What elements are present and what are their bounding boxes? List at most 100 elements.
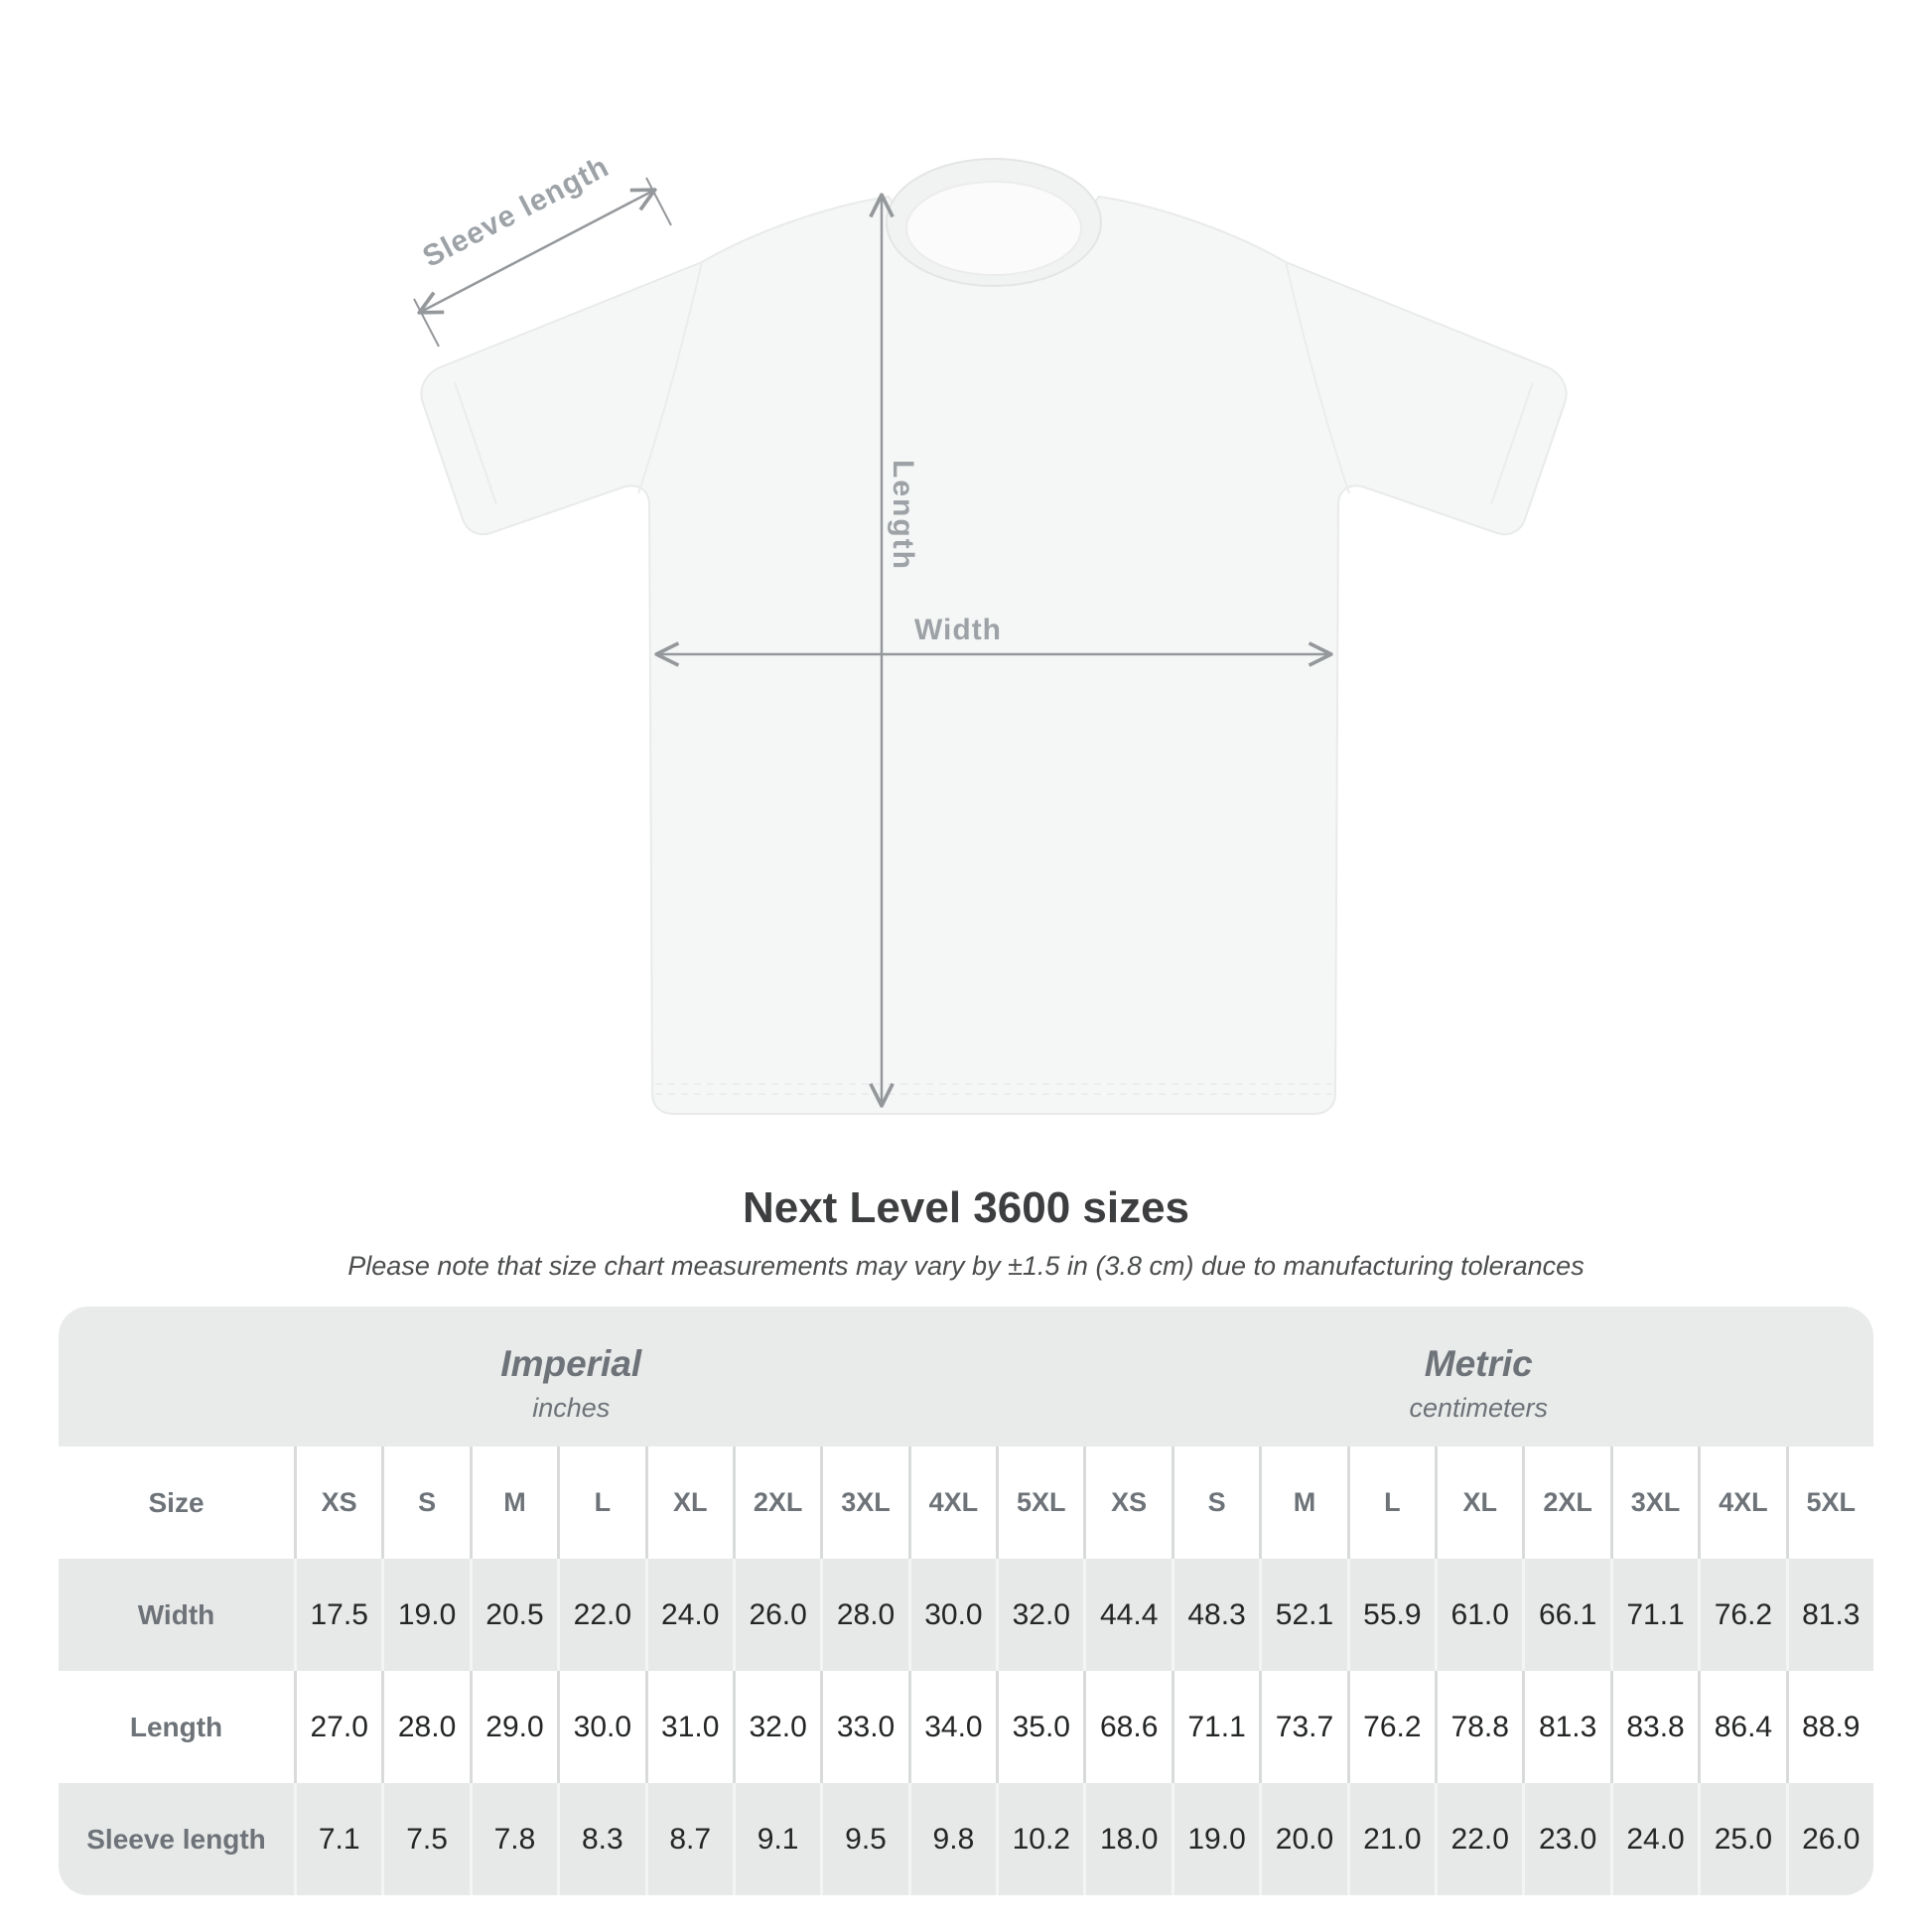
measurement-value: 78.8 xyxy=(1438,1671,1523,1783)
measurement-value: 8.7 xyxy=(647,1783,733,1895)
measurement-value: 19.0 xyxy=(1173,1783,1260,1895)
sleeve-arrow-tick-start xyxy=(413,298,440,347)
measurement-value: 71.1 xyxy=(1173,1671,1260,1783)
measurement-value: 9.8 xyxy=(910,1783,997,1895)
group-metric-label: Metric xyxy=(1424,1343,1533,1384)
measurement-value: 44.4 xyxy=(1086,1559,1172,1671)
size-column-header: S xyxy=(1173,1447,1260,1559)
measurement-value: 86.4 xyxy=(1701,1671,1786,1783)
measurement-value: 76.2 xyxy=(1349,1671,1436,1783)
measurement-value: 83.8 xyxy=(1612,1671,1699,1783)
measurement-value: 18.0 xyxy=(1086,1783,1172,1895)
measurement-value: 28.0 xyxy=(823,1559,908,1671)
size-column-header: 2XL xyxy=(1525,1447,1610,1559)
measurement-row: Length 27.0 28.0 29.0 30.0 31.0 32.0 33.0 34.0 35… xyxy=(59,1671,1873,1783)
measurement-value: 32.0 xyxy=(735,1671,821,1783)
measurement-value: 7.1 xyxy=(297,1783,382,1895)
dimension-arrows xyxy=(413,177,1329,1104)
measurement-value: 71.1 xyxy=(1612,1559,1699,1671)
measurement-value: 26.0 xyxy=(1788,1783,1873,1895)
size-column-header: S xyxy=(384,1447,470,1559)
sleeve-arrow-tick-end xyxy=(645,177,672,226)
measurement-value: 29.0 xyxy=(472,1671,558,1783)
measurement-value: 20.0 xyxy=(1262,1783,1347,1895)
table-group-header-row: Imperial inches Metric centimeters xyxy=(59,1307,1873,1447)
measurement-value: 25.0 xyxy=(1701,1783,1786,1895)
group-metric-unit: centimeters xyxy=(1409,1393,1549,1423)
measurement-value: 76.2 xyxy=(1701,1559,1786,1671)
measurement-value: 8.3 xyxy=(560,1783,645,1895)
size-column-header: M xyxy=(1262,1447,1347,1559)
measurement-value: 10.2 xyxy=(999,1783,1084,1895)
measurement-value: 68.6 xyxy=(1086,1671,1172,1783)
measurement-value: 22.0 xyxy=(560,1559,645,1671)
measurement-value: 33.0 xyxy=(823,1671,908,1783)
sleeve-length-arrow xyxy=(421,191,653,312)
measurement-value: 26.0 xyxy=(735,1559,821,1671)
size-column-header: 5XL xyxy=(1788,1447,1873,1559)
page-subtitle: Please note that size chart measurements… xyxy=(347,1251,1585,1281)
group-imperial-unit: inches xyxy=(532,1393,611,1423)
size-column-header: L xyxy=(1349,1447,1436,1559)
row-label: Length xyxy=(59,1671,294,1783)
page-title: Next Level 3600 sizes xyxy=(742,1183,1190,1232)
row-label: Sleeve length xyxy=(59,1783,294,1895)
size-column-header: L xyxy=(560,1447,645,1559)
measurement-value: 34.0 xyxy=(910,1671,997,1783)
measurement-value: 9.1 xyxy=(735,1783,821,1895)
length-label: Length xyxy=(887,460,919,571)
measurement-value: 17.5 xyxy=(297,1559,382,1671)
size-table-rows: Size XS S M L XL 2XL 3XL 4XL 5XL XS S M L XL 2XL 3XL 4XL 5… xyxy=(59,1447,1873,1895)
size-column-header: XL xyxy=(1438,1447,1523,1559)
size-column-header: M xyxy=(472,1447,558,1559)
measurement-value: 73.7 xyxy=(1262,1671,1347,1783)
size-header-row: Size XS S M L XL 2XL 3XL 4XL 5XL XS S M L XL 2XL 3XL 4XL 5… xyxy=(59,1447,1873,1559)
measurement-value: 22.0 xyxy=(1438,1783,1523,1895)
collar-inner xyxy=(905,181,1082,276)
measurement-value: 24.0 xyxy=(647,1559,733,1671)
measurement-value: 35.0 xyxy=(999,1671,1084,1783)
size-column-header: 3XL xyxy=(823,1447,908,1559)
measurement-value: 27.0 xyxy=(297,1671,382,1783)
measurement-value: 30.0 xyxy=(910,1559,997,1671)
size-corner-header: Size xyxy=(59,1447,294,1559)
group-imperial-label: Imperial xyxy=(500,1343,642,1384)
size-column-header: XS xyxy=(297,1447,382,1559)
measurement-value: 61.0 xyxy=(1438,1559,1523,1671)
measurement-value: 28.0 xyxy=(384,1671,470,1783)
size-column-header: 2XL xyxy=(735,1447,821,1559)
measurement-value: 55.9 xyxy=(1349,1559,1436,1671)
measurement-value: 24.0 xyxy=(1612,1783,1699,1895)
size-table: Imperial inches Metric centimeters Size X… xyxy=(59,1307,1873,1895)
measurement-value: 19.0 xyxy=(384,1559,470,1671)
measurement-value: 23.0 xyxy=(1525,1783,1610,1895)
measurement-value: 21.0 xyxy=(1349,1783,1436,1895)
measurement-value: 81.3 xyxy=(1788,1559,1873,1671)
measurement-row: Sleeve length 7.1 7.5 7.8 8.3 8.7 9.1 9.5 9.8 10.… xyxy=(59,1783,1873,1895)
tshirt-diagram xyxy=(413,158,1568,1115)
size-column-header: XL xyxy=(647,1447,733,1559)
measurement-value: 7.8 xyxy=(472,1783,558,1895)
size-column-header: XS xyxy=(1086,1447,1172,1559)
measurement-value: 9.5 xyxy=(823,1783,908,1895)
width-label: Width xyxy=(913,614,1003,646)
measurement-value: 66.1 xyxy=(1525,1559,1610,1671)
size-column-header: 4XL xyxy=(910,1447,997,1559)
measurement-value: 48.3 xyxy=(1173,1559,1260,1671)
row-label: Width xyxy=(59,1559,294,1671)
size-column-header: 3XL xyxy=(1612,1447,1699,1559)
measurement-value: 81.3 xyxy=(1525,1671,1610,1783)
group-header-imperial: Imperial inches xyxy=(59,1307,1084,1447)
group-header-metric: Metric centimeters xyxy=(1084,1307,1874,1447)
measurement-value: 20.5 xyxy=(472,1559,558,1671)
size-column-header: 5XL xyxy=(999,1447,1084,1559)
size-column-header: 4XL xyxy=(1701,1447,1786,1559)
measurement-row: Width 17.5 19.0 20.5 22.0 24.0 26.0 28.0 30.0 32.… xyxy=(59,1559,1873,1671)
measurement-value: 52.1 xyxy=(1262,1559,1347,1671)
measurement-value: 88.9 xyxy=(1788,1671,1873,1783)
measurement-value: 32.0 xyxy=(999,1559,1084,1671)
measurement-value: 31.0 xyxy=(647,1671,733,1783)
measurement-value: 30.0 xyxy=(560,1671,645,1783)
measurement-value: 7.5 xyxy=(384,1783,470,1895)
